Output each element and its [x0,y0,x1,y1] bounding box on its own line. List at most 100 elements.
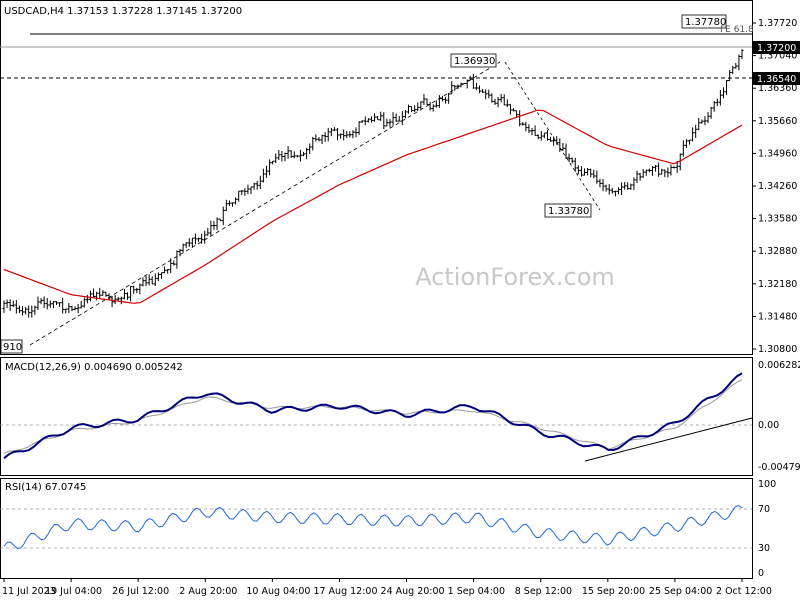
macd-panel-frame [0,357,753,476]
price-bar [122,289,126,300]
price-bar [579,166,583,177]
price-bar [258,175,262,190]
price-bar [21,305,25,316]
annotation-box-swing-high [450,53,497,68]
price-bar [221,206,225,226]
price-bar [175,250,179,269]
price-bar [737,54,741,71]
price-panel-frame [0,0,753,355]
price-bar [456,84,460,90]
price-tick-label: 1.35660 [758,116,797,127]
price-bar [567,153,571,163]
price-bar [292,151,296,159]
price-bar [169,258,173,274]
price-bar [422,93,426,106]
price-bar [450,81,454,95]
price-bar [610,187,614,194]
price-bar [305,147,309,160]
price-bar [490,93,494,103]
annotation-high: 1.37780 [685,17,726,28]
price-bar [172,260,176,266]
price-bar [428,102,432,111]
price-bar [320,134,324,145]
price-bar [252,182,256,190]
price-bar [129,286,133,302]
price-bar [268,159,272,176]
price-bar [88,290,92,302]
price-bar [484,89,488,100]
price-bar [688,139,692,145]
price-bar [308,143,312,154]
price-bar [27,305,31,318]
price-bar [249,186,253,195]
rsi-panel-frame [0,478,753,579]
price-bar [434,100,438,108]
price-bar [5,299,9,309]
price-bar [332,127,336,132]
price-bar [215,217,219,231]
price-bar [379,111,383,121]
annotation-box-swing-low [544,203,592,218]
price-bar [524,121,528,132]
price-bar [718,89,722,106]
price-bar [116,297,120,301]
price-bar [536,134,540,140]
price-bar [715,98,719,107]
price-bar [274,153,278,163]
price-bar [240,189,244,196]
price-bar [42,296,46,309]
time-tick-label: 25 Sep 04:00 [649,586,712,597]
price-tick-label: 1.31480 [758,311,797,322]
price-bar [373,113,377,122]
price-bar [555,136,559,145]
price-bar [397,116,401,122]
price-bar [734,62,738,69]
price-bar [675,161,679,173]
price-bar [721,87,725,99]
price-bar [135,287,139,294]
price-bar [234,197,238,205]
price-bar [620,182,624,195]
price-bar [478,85,482,94]
fib-dashed-line [504,61,601,211]
price-bar [552,136,556,146]
price-bar [264,165,268,178]
price-bar [410,106,414,113]
price-bar [39,298,43,305]
price-bar [14,300,18,314]
price-bar [444,96,448,104]
price-bar [48,300,52,308]
price-bar [178,248,182,257]
price-bar [354,127,358,138]
price-bar [79,300,83,309]
price-bar [474,82,478,90]
price-bar [385,118,389,127]
price-bar [623,182,627,190]
price-bar [329,127,333,137]
price-bar [561,142,565,152]
annotation-swing-high: 1.36930 [454,56,495,67]
price-bar [317,137,321,142]
price-bar [589,168,593,178]
price-bar [684,139,688,149]
price-bar [227,200,231,206]
time-tick-label: 19 Jul 04:00 [45,586,102,597]
price-bar [635,170,639,184]
macd-trend-line [584,417,753,462]
price-bar [61,297,65,314]
price-bar [533,125,537,136]
price-bar [508,104,512,115]
price-bar [647,168,651,173]
price-bar [700,119,704,124]
price-bar [595,170,599,184]
price-bar [181,243,185,253]
price-bar [672,166,676,169]
price-bar [92,288,96,298]
price-tick-label: 1.32180 [758,279,797,290]
current-price-label: 1.37200 [757,43,796,54]
price-bar [703,116,707,126]
price-bar [11,300,15,308]
price-bar [342,129,346,141]
price-bar [487,89,491,99]
